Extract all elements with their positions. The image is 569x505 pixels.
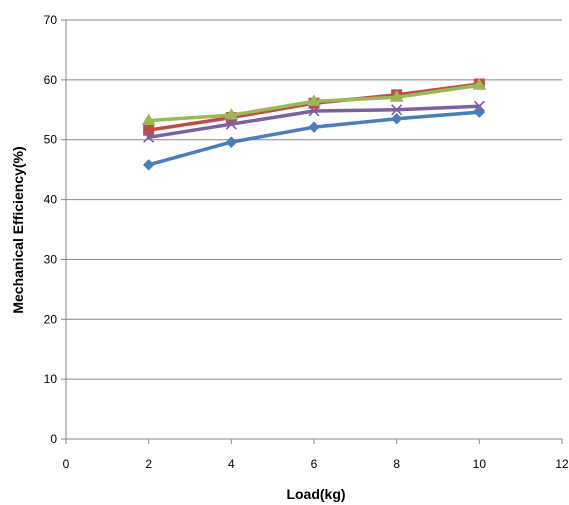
y-tick-label: 60 bbox=[44, 73, 58, 87]
data-point-x bbox=[308, 105, 320, 117]
series-1 bbox=[142, 106, 486, 171]
x-axis-title: Load(kg) bbox=[286, 486, 345, 502]
gridlines bbox=[66, 19, 562, 380]
data-point-x bbox=[391, 104, 403, 116]
data-point-diamond bbox=[390, 113, 403, 125]
y-tick-label: 0 bbox=[50, 432, 57, 446]
data-point-triangle bbox=[141, 113, 156, 126]
x-tick-label: 12 bbox=[555, 457, 569, 471]
y-tick-label: 50 bbox=[44, 133, 58, 147]
y-tick-label: 30 bbox=[44, 252, 58, 266]
x-tick-label: 4 bbox=[228, 457, 235, 471]
series-group bbox=[141, 78, 487, 171]
y-tick-label: 70 bbox=[44, 13, 58, 27]
y-tick-label: 40 bbox=[44, 193, 58, 207]
data-point-diamond bbox=[308, 121, 320, 133]
x-tick-label: 0 bbox=[63, 457, 70, 471]
x-tick-label: 2 bbox=[145, 457, 152, 471]
x-tick-label: 8 bbox=[393, 457, 400, 471]
data-point-x bbox=[143, 131, 155, 143]
data-point-triangle bbox=[307, 94, 321, 106]
x-tick-label: 6 bbox=[311, 457, 318, 471]
axes bbox=[61, 19, 563, 444]
y-tick-label: 20 bbox=[44, 312, 58, 326]
series-4 bbox=[143, 100, 485, 143]
data-point-x bbox=[473, 100, 485, 112]
y-axis-title: Mechanical Efficiency(%) bbox=[10, 146, 26, 313]
y-tick-labels: 0 10 20 30 40 50 60 70 bbox=[44, 13, 58, 446]
x-tick-labels: 0 2 4 6 8 10 12 bbox=[63, 457, 569, 471]
data-point-triangle bbox=[472, 78, 487, 90]
series-3 bbox=[141, 78, 487, 126]
data-point-diamond bbox=[142, 159, 155, 171]
data-point-x bbox=[225, 118, 237, 130]
data-point-triangle bbox=[389, 90, 404, 102]
data-point-triangle bbox=[224, 108, 239, 120]
series-1-line bbox=[146, 110, 482, 167]
y-tick-label: 10 bbox=[44, 372, 58, 386]
x-tick-label: 10 bbox=[473, 457, 487, 471]
data-point-diamond bbox=[225, 136, 238, 148]
data-point-square bbox=[143, 124, 155, 136]
